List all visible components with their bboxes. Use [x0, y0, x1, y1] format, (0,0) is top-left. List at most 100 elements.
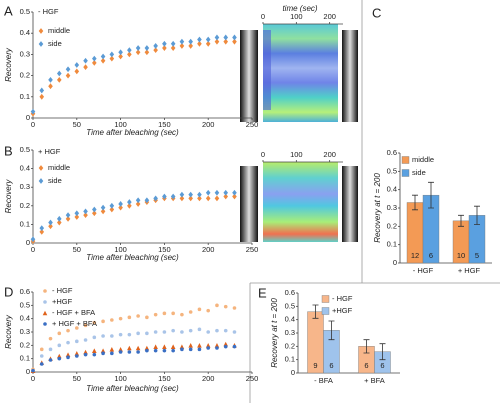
point: [66, 340, 70, 345]
point: [101, 351, 105, 356]
point: [109, 55, 115, 62]
x-tick-label: 50: [73, 120, 81, 129]
y-tick-label: 0.1: [20, 219, 30, 228]
kymograph-tick-label: 0: [261, 12, 265, 21]
point: [75, 326, 79, 330]
legend-label: + HGF + BFA: [52, 319, 97, 328]
point: [83, 338, 88, 342]
point: [135, 49, 141, 56]
point: [100, 57, 106, 64]
point: [232, 34, 237, 41]
x-tick-label: 100: [114, 374, 127, 383]
y-tick-label: 0.3: [20, 182, 30, 191]
point: [162, 311, 167, 316]
y-tick-label: 0.3: [20, 327, 30, 336]
y-tick-label: 0.1: [285, 355, 295, 364]
point: [57, 331, 62, 336]
point: [56, 215, 62, 222]
sample-size: 6: [329, 361, 333, 370]
point: [215, 328, 219, 333]
point: [188, 328, 193, 333]
point: [223, 344, 228, 349]
y-tick-label: 0.2: [20, 71, 30, 80]
x-tick-label: 0: [31, 374, 35, 383]
point: [83, 349, 88, 355]
point: [144, 197, 150, 204]
y-tick-label: 0.1: [20, 354, 30, 363]
point: [197, 195, 202, 202]
legend-label: side: [48, 39, 62, 48]
point: [57, 343, 62, 348]
point: [92, 206, 97, 213]
point: [118, 332, 123, 337]
x-axis-label: Time after bleaching (sec): [86, 128, 179, 137]
y-axis-label: Recovery: [4, 179, 13, 214]
x-tick-label: 150: [158, 120, 171, 129]
point: [48, 347, 53, 352]
point: [100, 208, 106, 215]
point: [162, 330, 167, 334]
legend-label: - HGF + BFA: [52, 308, 95, 317]
kymograph-tick-label: 0: [261, 150, 265, 159]
panel-letter: E: [258, 285, 267, 300]
point: [127, 51, 132, 58]
point: [57, 356, 62, 361]
y-tick-label: 0.5: [387, 166, 397, 175]
point: [110, 351, 114, 356]
point: [127, 332, 132, 337]
kymograph-axis-label: time (sec): [282, 4, 317, 13]
point: [136, 350, 140, 354]
y-tick-label: 0.3: [20, 49, 30, 58]
point: [135, 201, 141, 207]
point: [136, 331, 140, 336]
point: [101, 319, 105, 324]
y-tick-label: 0.4: [285, 315, 295, 324]
legend-marker: [42, 310, 48, 316]
x-tick-label: 50: [73, 245, 81, 254]
legend-marker: [43, 289, 47, 293]
point: [205, 195, 211, 202]
y-tick-label: 0.3: [387, 203, 397, 212]
point: [214, 343, 220, 348]
panel-letter: A: [4, 3, 13, 18]
point: [223, 304, 228, 309]
y-axis-label: Recovery: [4, 314, 13, 349]
point: [30, 236, 36, 243]
x-tick-label: 250: [246, 245, 259, 254]
point: [179, 38, 185, 45]
y-tick-label: 0.2: [285, 341, 295, 350]
point: [205, 36, 211, 43]
point: [109, 206, 115, 213]
y-axis-label: Recovery at t = 200: [373, 173, 382, 243]
point: [56, 219, 62, 226]
y-tick-label: 0.5: [20, 300, 30, 309]
sample-size: 12: [411, 251, 419, 260]
point: [145, 331, 149, 336]
point: [145, 348, 149, 353]
kymograph-tick-label: 100: [290, 12, 303, 21]
point: [197, 191, 202, 198]
point: [48, 358, 53, 362]
y-tick-label: 0.3: [285, 328, 295, 337]
point: [118, 347, 123, 352]
y-tick-label: 0.5: [20, 145, 30, 154]
panel-letter: D: [4, 284, 13, 299]
kymograph-b-image: [240, 162, 358, 242]
x-tick-label: 200: [202, 374, 215, 383]
point: [153, 348, 158, 353]
point: [109, 51, 115, 58]
point: [83, 212, 88, 218]
kymograph-tick-label: 200: [323, 12, 336, 21]
x-tick-label: 200: [202, 120, 215, 129]
y-tick-label: 0.5: [20, 7, 30, 16]
point: [110, 334, 114, 338]
point: [188, 38, 193, 45]
point: [162, 40, 167, 47]
legend-marker: [38, 41, 44, 47]
point: [127, 345, 132, 351]
point: [118, 316, 123, 321]
point: [170, 193, 176, 200]
error-bar: [379, 343, 386, 361]
y-tick-label: 0.1: [20, 92, 30, 101]
x-tick-label: 250: [246, 374, 259, 383]
